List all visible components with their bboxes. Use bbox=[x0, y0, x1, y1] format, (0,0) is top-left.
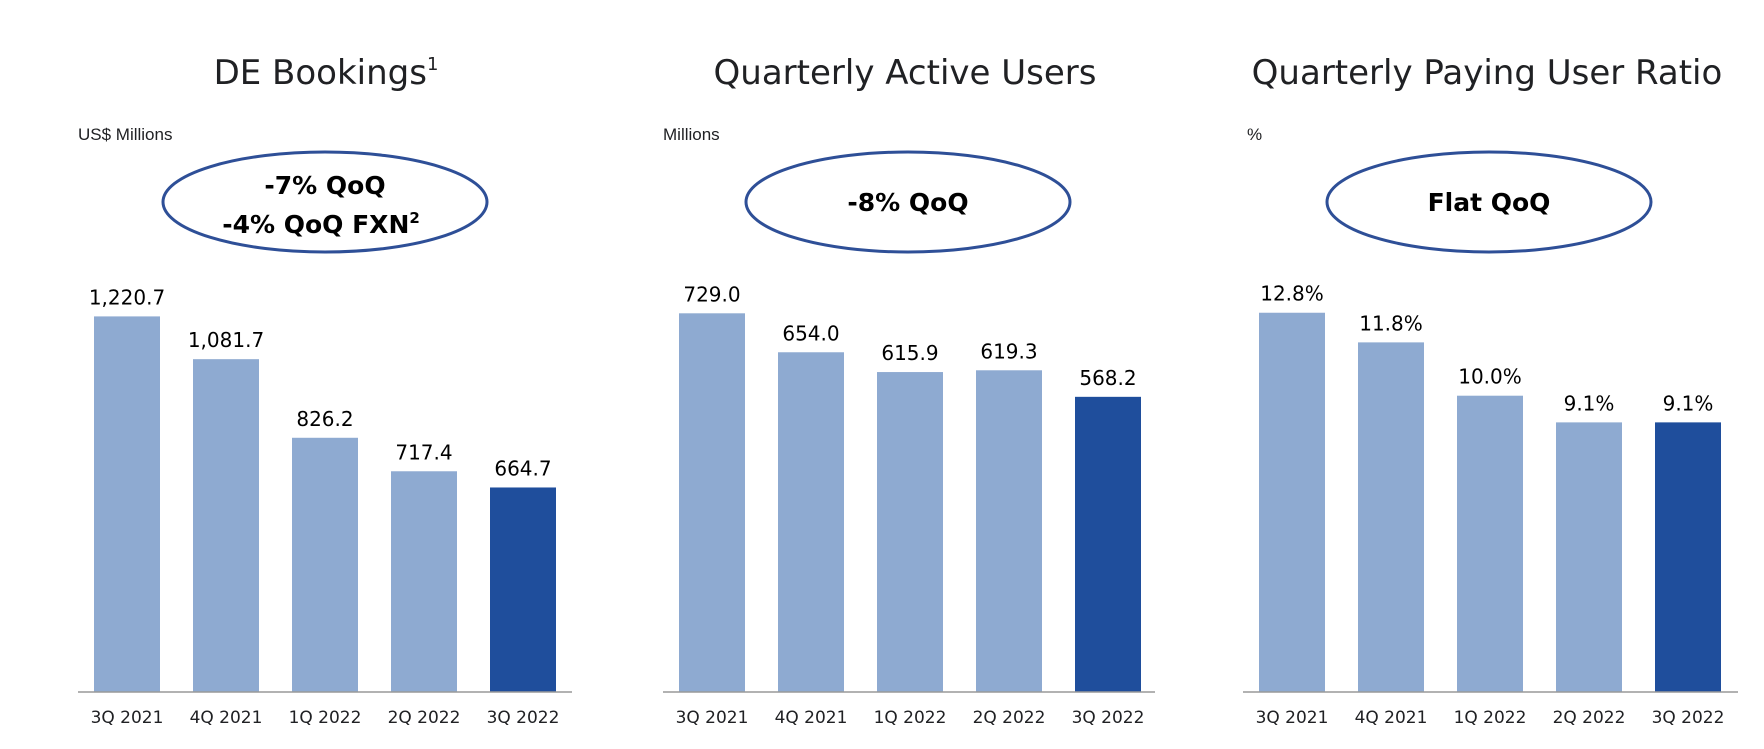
bar-3q-2021 bbox=[94, 316, 160, 692]
value-label: 729.0 bbox=[683, 282, 740, 306]
callout-ellipse bbox=[744, 150, 1072, 254]
unit-label: Millions bbox=[663, 125, 720, 144]
callout-line-1: Flat QoQ bbox=[1428, 188, 1551, 217]
bar-2q-2022 bbox=[1556, 422, 1622, 692]
bar-1q-2022 bbox=[877, 372, 943, 692]
value-label: 654.0 bbox=[782, 321, 839, 345]
value-label: 664.7 bbox=[494, 456, 551, 480]
bar-1q-2022 bbox=[292, 437, 358, 692]
callout-line-1: -7% QoQ bbox=[264, 171, 385, 200]
x-tick-label: 4Q 2021 bbox=[1355, 708, 1428, 728]
value-label: 826.2 bbox=[296, 407, 353, 431]
chart-title-footnote: 1 bbox=[427, 54, 438, 75]
x-tick-label: 4Q 2021 bbox=[775, 708, 848, 728]
bar-2q-2022 bbox=[976, 370, 1042, 692]
x-tick-label: 2Q 2022 bbox=[973, 708, 1046, 728]
bar-3q-2021 bbox=[679, 313, 745, 692]
value-label: 10.0% bbox=[1458, 365, 1522, 389]
bar-3q-2022 bbox=[1655, 422, 1721, 692]
x-tick-label: 2Q 2022 bbox=[1553, 708, 1626, 728]
chart-title: Quarterly Active Users bbox=[714, 53, 1097, 93]
x-tick-label: 3Q 2021 bbox=[91, 708, 164, 728]
value-label: 1,220.7 bbox=[89, 285, 165, 309]
bar-3q-2022 bbox=[1075, 396, 1141, 692]
callout-ellipse bbox=[161, 150, 489, 254]
x-tick-label: 4Q 2021 bbox=[190, 708, 263, 728]
chart-title: Quarterly Paying User Ratio bbox=[1252, 53, 1723, 93]
x-tick-label: 3Q 2022 bbox=[1072, 708, 1145, 728]
value-label: 568.2 bbox=[1079, 366, 1136, 390]
x-tick-label: 3Q 2022 bbox=[487, 708, 560, 728]
value-label: 9.1% bbox=[1663, 391, 1714, 415]
callout-line-2-text: -4% QoQ FXN bbox=[222, 210, 409, 239]
x-tick-label: 3Q 2021 bbox=[1256, 708, 1329, 728]
bar-2q-2022 bbox=[391, 471, 457, 692]
value-label: 615.9 bbox=[881, 341, 938, 365]
x-tick-label: 1Q 2022 bbox=[289, 708, 362, 728]
value-label: 1,081.7 bbox=[188, 328, 264, 352]
callout-footnote: 2 bbox=[409, 209, 419, 227]
chart-title-text: Quarterly Active Users bbox=[714, 53, 1097, 93]
callout-ellipse bbox=[1325, 150, 1653, 254]
x-tick-label: 2Q 2022 bbox=[388, 708, 461, 728]
bar-1q-2022 bbox=[1457, 395, 1523, 692]
bar-3q-2021 bbox=[1259, 312, 1325, 692]
chart-1: DE Bookings1 US$ Millions -7% QoQ -4% QoQ F… bbox=[78, 53, 572, 728]
value-label: 9.1% bbox=[1564, 391, 1615, 415]
callout-line-2: -4% QoQ FXN2 bbox=[222, 209, 420, 239]
callout-line-1: -8% QoQ bbox=[847, 188, 968, 217]
chart-3: Quarterly Paying User Ratio% Flat QoQ 12.8… bbox=[1243, 53, 1738, 728]
bar-4q-2021 bbox=[1358, 342, 1424, 692]
chart-2: Quarterly Active Users Millions -8% QoQ 729… bbox=[663, 53, 1155, 728]
x-tick-label: 3Q 2021 bbox=[676, 708, 749, 728]
bar-3q-2022 bbox=[490, 487, 556, 692]
chart-title-text: DE Bookings bbox=[214, 53, 427, 93]
chart-title: DE Bookings1 bbox=[214, 53, 439, 93]
unit-label: % bbox=[1247, 125, 1262, 144]
value-label: 12.8% bbox=[1260, 282, 1324, 306]
value-label: 717.4 bbox=[395, 440, 452, 464]
x-tick-label: 1Q 2022 bbox=[874, 708, 947, 728]
bar-4q-2021 bbox=[193, 359, 259, 692]
unit-label: US$ Millions bbox=[78, 125, 172, 144]
x-tick-label: 3Q 2022 bbox=[1652, 708, 1725, 728]
bar-4q-2021 bbox=[778, 352, 844, 692]
x-tick-label: 1Q 2022 bbox=[1454, 708, 1527, 728]
value-label: 619.3 bbox=[980, 339, 1037, 363]
chart-title-text: Quarterly Paying User Ratio bbox=[1252, 53, 1723, 93]
value-label: 11.8% bbox=[1359, 311, 1423, 335]
